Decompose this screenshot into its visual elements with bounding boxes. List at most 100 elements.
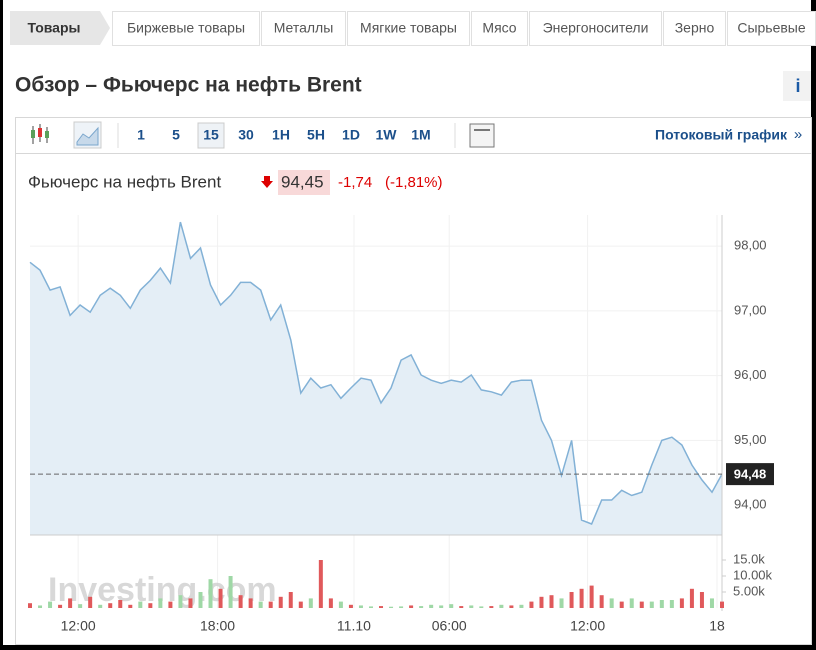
volume-bar — [699, 592, 704, 608]
volume-bar — [228, 576, 233, 608]
interval-button[interactable]: 30 — [238, 127, 254, 143]
tab-label[interactable]: Товары — [28, 20, 81, 36]
volume-bar — [98, 604, 103, 608]
volume-bar — [218, 588, 223, 608]
price-change-pct: (-1,81%) — [385, 174, 443, 191]
x-tick-label: 18 — [709, 618, 725, 634]
x-tick-label: 11.10 — [337, 618, 371, 634]
chart-frame — [15, 117, 812, 645]
volume-bar — [308, 598, 313, 608]
interval-button[interactable]: 1D — [342, 127, 360, 143]
volume-bar — [178, 595, 183, 608]
interval-active-bg — [197, 122, 225, 149]
volume-bar — [679, 598, 684, 608]
volume-bar — [549, 595, 554, 608]
volume-bar — [108, 603, 113, 608]
tab-bg[interactable] — [529, 11, 662, 46]
tab-label[interactable]: Зерно — [675, 20, 715, 36]
volume-bar — [238, 595, 243, 608]
volume-tick-label: 15.0k — [733, 551, 765, 566]
volume-bar — [298, 601, 303, 608]
last-price-badge — [726, 463, 774, 486]
tab-label[interactable]: Биржевые товары — [127, 20, 245, 36]
interval-button[interactable]: 5 — [172, 127, 180, 143]
tab-bg[interactable] — [261, 11, 346, 46]
volume-bar — [579, 588, 584, 608]
volume-bar — [669, 600, 674, 608]
tab-label[interactable]: Энергоносители — [543, 20, 649, 36]
candle-icon[interactable] — [31, 124, 49, 144]
volume-bar — [649, 601, 654, 608]
volume-bar — [48, 601, 53, 608]
volume-bar — [379, 606, 384, 608]
tab-bg[interactable] — [471, 11, 528, 46]
x-tick-label: 12:00 — [570, 618, 605, 634]
volume-bar — [499, 604, 504, 608]
y-tick-label: 96,00 — [734, 367, 767, 382]
x-tick-label: 12:00 — [61, 618, 96, 634]
layout-icon[interactable] — [469, 123, 495, 148]
last-price-label: 94,48 — [734, 467, 767, 482]
volume-bar — [78, 604, 83, 608]
volume-bar — [619, 601, 624, 608]
volume-bar — [479, 606, 484, 608]
y-tick-label: 97,00 — [734, 302, 767, 317]
volume-bar — [599, 595, 604, 608]
volume-bar — [589, 585, 594, 608]
volume-bar — [318, 560, 323, 608]
volume-bar — [38, 605, 43, 608]
volume-bar — [168, 601, 173, 608]
volume-bar — [58, 604, 63, 608]
info-icon[interactable]: i — [795, 76, 800, 96]
tab-label[interactable]: Мясо — [482, 20, 516, 36]
tab-bg[interactable] — [727, 11, 816, 46]
tab-label[interactable]: Мягкие товары — [360, 20, 457, 36]
line-icon-shape — [76, 126, 99, 146]
tab-active-bg — [10, 11, 110, 45]
down-arrow — [261, 176, 273, 188]
interval-button[interactable]: 1 — [137, 127, 145, 143]
volume-bar — [709, 598, 714, 608]
tab-bar: Товары Биржевые товары Металлы Мягкие товар… — [10, 11, 816, 46]
volume-bar — [489, 606, 494, 608]
tab-bg[interactable] — [347, 11, 470, 46]
volume-bar — [459, 606, 464, 608]
last-price-bg — [278, 170, 330, 195]
volume-tick-label: 5.00k — [733, 583, 765, 598]
interval-button[interactable]: 1W — [376, 127, 398, 143]
tab-label[interactable]: Сырьевые — [737, 20, 806, 36]
interval-button[interactable]: 1M — [411, 127, 430, 143]
volume-bar — [148, 603, 153, 608]
last-price: 94,45 — [281, 172, 324, 191]
volume-bar — [389, 606, 394, 608]
interval-button[interactable]: 15 — [203, 127, 219, 143]
tab-bg[interactable] — [112, 11, 260, 46]
volume-bar — [358, 605, 363, 608]
stream-link[interactable]: Потоковый график — [655, 127, 788, 143]
volume-bar — [659, 600, 664, 608]
volume-bar — [258, 601, 263, 608]
tab-bg[interactable] — [663, 11, 726, 46]
info-button[interactable] — [783, 71, 811, 101]
interval-button[interactable]: 1H — [272, 127, 290, 143]
volume-bar — [88, 596, 93, 608]
page-title: Обзор – Фьючерс на нефть Brent — [15, 74, 362, 97]
volume-bar — [529, 601, 534, 608]
volume-bar — [268, 601, 273, 608]
interval-button[interactable]: 5H — [307, 127, 325, 143]
volume-bar — [248, 598, 253, 608]
tab-label[interactable]: Металлы — [274, 20, 334, 36]
volume-bar — [198, 592, 203, 608]
volume-bar — [118, 600, 123, 608]
plot: 94,00 95,00 96,00 97,00 98,00 12:00 18:00 11.10… — [28, 215, 774, 634]
stream-arrow[interactable]: » — [794, 126, 802, 143]
volume-bar — [439, 605, 444, 608]
volume-bar — [128, 604, 133, 608]
volume-bar — [569, 592, 574, 608]
volume-bar — [449, 604, 454, 608]
volume-bar — [559, 598, 564, 608]
area — [30, 222, 722, 535]
interval-group: 1 5 15 30 1H 5H 1D 1W 1M — [137, 122, 431, 149]
